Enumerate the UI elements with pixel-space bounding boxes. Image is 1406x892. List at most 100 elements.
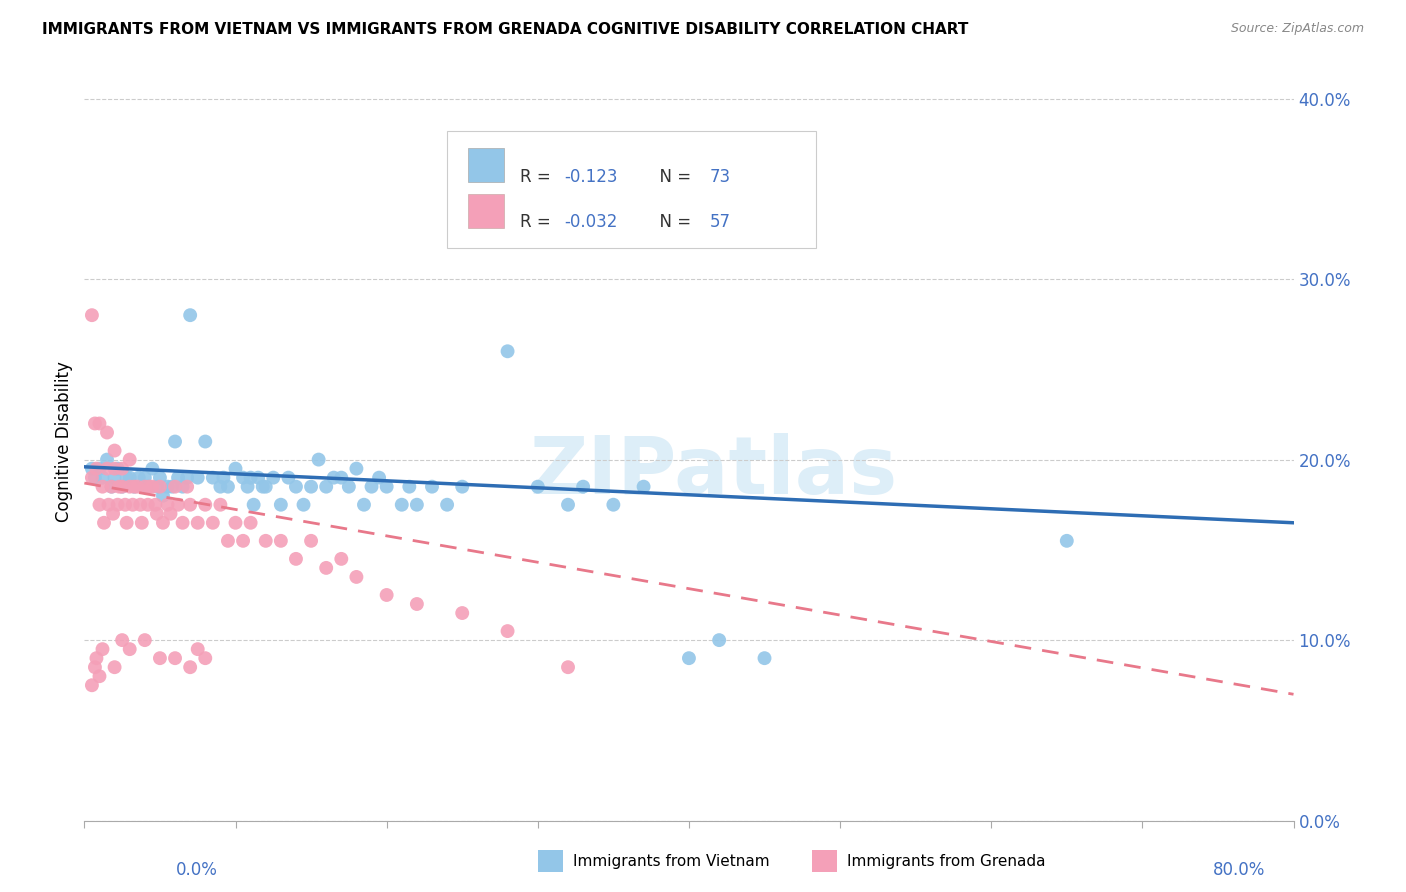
Point	[346, 570, 368, 584]
Point	[368, 470, 391, 484]
Point	[111, 480, 134, 494]
Point	[138, 480, 160, 494]
Point	[217, 480, 239, 494]
Text: 0.0%: 0.0%	[176, 861, 218, 879]
Point	[114, 498, 136, 512]
Point	[375, 588, 398, 602]
Point	[156, 480, 179, 494]
Text: -0.032: -0.032	[564, 213, 617, 231]
Point	[481, 200, 503, 214]
Point	[232, 470, 254, 484]
Point	[285, 480, 308, 494]
Point	[262, 470, 284, 484]
Point	[86, 651, 108, 665]
Point	[89, 669, 111, 683]
Point	[149, 470, 172, 484]
Point	[128, 470, 150, 484]
Point	[709, 633, 731, 648]
Point	[346, 461, 368, 475]
Point	[179, 660, 201, 674]
Point	[557, 660, 579, 674]
Point	[136, 480, 159, 494]
Point	[134, 633, 156, 648]
Point	[360, 480, 382, 494]
Point	[754, 651, 776, 665]
Point	[451, 606, 474, 620]
Point	[134, 470, 156, 484]
Point	[108, 480, 131, 494]
Point	[141, 480, 163, 494]
Point	[254, 533, 277, 548]
Point	[187, 642, 209, 657]
Point	[451, 480, 474, 494]
Y-axis label: Cognitive Disability: Cognitive Disability	[55, 361, 73, 522]
Point	[209, 480, 232, 494]
Text: 57: 57	[710, 213, 731, 231]
Point	[127, 480, 149, 494]
Point	[187, 470, 209, 484]
Point	[118, 452, 141, 467]
Point	[165, 651, 187, 665]
Point	[136, 498, 159, 512]
Point	[84, 417, 107, 431]
Point	[315, 480, 337, 494]
Point	[201, 470, 224, 484]
Point	[96, 461, 118, 475]
Point	[134, 480, 156, 494]
Point	[96, 452, 118, 467]
Point	[80, 308, 103, 322]
Point	[353, 498, 375, 512]
Point	[118, 480, 141, 494]
Text: ZIPatlas: ZIPatlas	[529, 433, 897, 511]
Point	[104, 461, 127, 475]
Point	[209, 498, 232, 512]
Point	[96, 425, 118, 440]
Point	[91, 480, 114, 494]
Point	[315, 561, 337, 575]
Point	[89, 461, 111, 475]
Point	[167, 470, 190, 484]
Point	[254, 480, 277, 494]
Point	[89, 498, 111, 512]
Point	[100, 480, 122, 494]
Point	[176, 470, 198, 484]
Point	[129, 498, 152, 512]
Point	[391, 498, 413, 512]
Point	[322, 470, 344, 484]
Point	[160, 480, 183, 494]
Point	[292, 498, 315, 512]
Text: 73: 73	[710, 168, 731, 186]
Point	[270, 533, 292, 548]
Point	[145, 498, 167, 512]
Point	[436, 498, 458, 512]
Text: -0.123: -0.123	[564, 168, 617, 186]
Point	[420, 480, 443, 494]
Point	[527, 480, 550, 494]
Point	[176, 480, 198, 494]
Point	[217, 533, 239, 548]
Point	[122, 480, 145, 494]
Point	[167, 498, 190, 512]
Point	[232, 533, 254, 548]
Point	[194, 498, 217, 512]
Point	[122, 480, 145, 494]
Point	[633, 480, 655, 494]
Point	[572, 480, 595, 494]
Point	[131, 516, 153, 530]
Point	[93, 516, 115, 530]
Point	[149, 480, 172, 494]
Point	[107, 498, 129, 512]
Text: Source: ZipAtlas.com: Source: ZipAtlas.com	[1230, 22, 1364, 36]
Point	[121, 498, 143, 512]
Point	[201, 516, 224, 530]
Text: Immigrants from Grenada: Immigrants from Grenada	[846, 855, 1046, 869]
Point	[149, 651, 172, 665]
Bar	[468, 147, 503, 182]
Point	[115, 516, 138, 530]
Point	[80, 461, 103, 475]
Point	[602, 498, 624, 512]
Text: R =: R =	[520, 213, 555, 231]
Point	[179, 498, 201, 512]
Point	[107, 461, 129, 475]
Point	[406, 498, 429, 512]
